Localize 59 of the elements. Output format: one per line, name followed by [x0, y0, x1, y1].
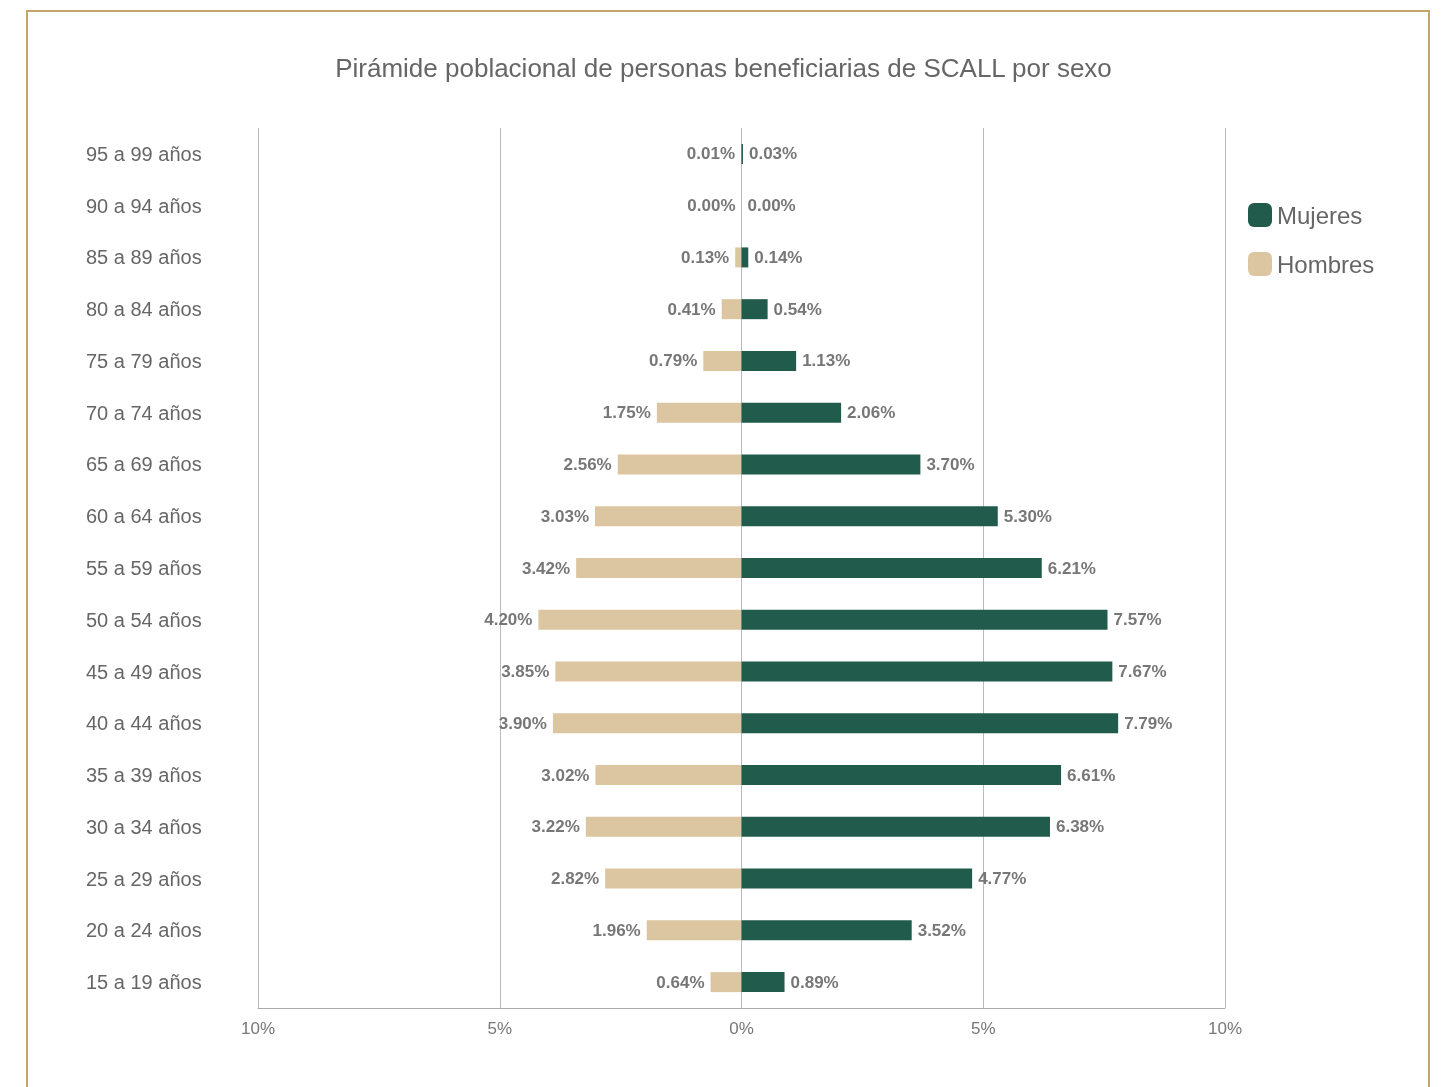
- y-tick-label: 15 a 19 años: [86, 971, 202, 994]
- data-label: 3.22%: [531, 817, 580, 837]
- data-label: 3.52%: [917, 920, 966, 940]
- x-tick-label: 5%: [487, 1019, 513, 1038]
- data-label: 0.00%: [687, 196, 736, 216]
- data-label: 0.89%: [790, 972, 839, 992]
- y-tick-label: 65 a 69 años: [86, 453, 202, 476]
- data-label: 0.14%: [754, 247, 803, 267]
- y-tick-label: 25 a 29 años: [86, 867, 202, 890]
- data-label: 2.82%: [550, 869, 600, 889]
- data-label: 1.75%: [602, 403, 651, 423]
- data-label: 5.30%: [1003, 506, 1052, 526]
- data-label: 1.96%: [592, 920, 641, 940]
- data-label: 3.70%: [926, 454, 975, 474]
- data-label: 3.02%: [541, 765, 590, 785]
- data-label: 2.06%: [847, 403, 896, 423]
- y-tick-label: 40 a 44 años: [86, 712, 202, 735]
- data-label: 2.56%: [563, 454, 612, 474]
- data-label: 0.01%: [686, 144, 736, 164]
- data-label: 4.20%: [484, 610, 533, 630]
- y-tick-label: 35 a 39 años: [86, 764, 202, 787]
- data-label: 6.38%: [1055, 817, 1105, 837]
- data-label: 0.13%: [681, 247, 730, 267]
- data-label: 6.21%: [1047, 558, 1096, 578]
- data-label: 0.03%: [748, 144, 798, 164]
- y-tick-label: 90 a 94 años: [86, 194, 202, 217]
- data-label: 1.13%: [802, 351, 851, 371]
- legend-label: Mujeres: [1277, 201, 1363, 229]
- y-tick-label: 75 a 79 años: [86, 349, 202, 372]
- data-label: 4.77%: [978, 869, 1027, 889]
- x-tick-label: 10%: [240, 1019, 276, 1038]
- data-label: 3.03%: [540, 506, 589, 526]
- data-label: 0.64%: [656, 972, 705, 992]
- x-tick-label: 0%: [729, 1019, 754, 1038]
- y-tick-label: 70 a 74 años: [86, 401, 202, 424]
- data-label: 7.57%: [1113, 610, 1162, 630]
- data-label: 7.79%: [1124, 713, 1173, 733]
- y-tick-label: 20 a 24 años: [86, 919, 202, 942]
- data-label: 0.54%: [773, 299, 822, 319]
- data-label: 0.41%: [667, 299, 716, 319]
- y-tick-label: 80 a 84 años: [86, 298, 202, 321]
- x-tick-label: 5%: [970, 1019, 996, 1038]
- y-tick-label: 55 a 59 años: [86, 557, 202, 579]
- y-tick-label: 45 a 49 años: [86, 660, 202, 683]
- y-tick-label: 95 a 99 años: [86, 142, 202, 165]
- legend-label: Hombres: [1277, 250, 1375, 278]
- x-tick-label: 10%: [1207, 1019, 1243, 1038]
- data-label: 0.79%: [649, 351, 698, 371]
- y-tick-label: 30 a 34 años: [86, 815, 202, 838]
- data-label: 7.67%: [1118, 662, 1167, 682]
- data-label: 6.61%: [1067, 765, 1116, 785]
- data-label: 3.85%: [501, 662, 550, 682]
- y-tick-label: 60 a 64 años: [86, 505, 202, 528]
- data-label: 0.00%: [747, 196, 796, 216]
- chart-title: Pirámide poblacional de personas beneficiarias de SCALL por sexo: [335, 53, 1112, 83]
- y-tick-label: 85 a 89 años: [86, 246, 202, 269]
- y-tick-label: 50 a 54 años: [86, 608, 202, 631]
- data-label: 3.90%: [498, 713, 547, 733]
- data-label: 3.42%: [521, 558, 571, 578]
